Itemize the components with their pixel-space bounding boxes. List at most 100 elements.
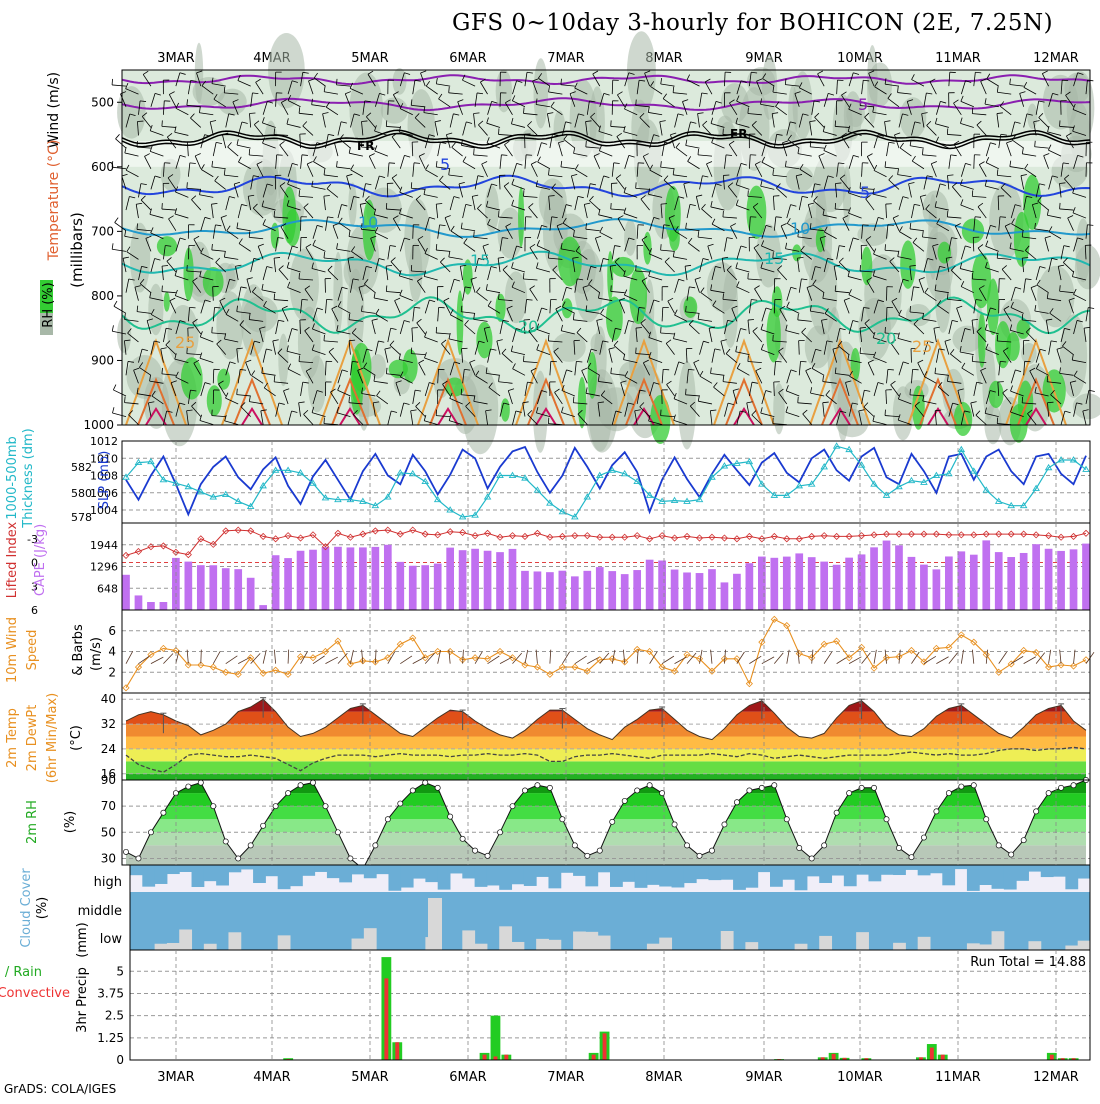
wind-barb — [201, 650, 202, 664]
wind-barb-flag — [586, 141, 587, 147]
cloud-high-bar — [487, 865, 500, 885]
wind-barb-flag — [112, 325, 113, 331]
cloud-low-bar — [598, 936, 611, 950]
cape-bar — [1032, 544, 1040, 610]
rh-band — [122, 806, 1090, 819]
precip-total-bar — [491, 1016, 501, 1060]
precip-convective-bar — [832, 1054, 836, 1060]
wind-barb-flag — [499, 293, 500, 299]
rh-contour-blob — [348, 183, 356, 227]
cloud-low-bar — [992, 931, 1005, 950]
precip-convective-bar — [493, 1056, 497, 1060]
cloud-high-bar — [758, 865, 771, 872]
wind-barb — [325, 657, 337, 664]
cape-bar — [446, 548, 454, 610]
cloud-high-bar — [745, 865, 758, 888]
cloud-high-bar — [672, 865, 685, 887]
rh-marker — [959, 784, 964, 789]
rh-band — [122, 832, 1090, 845]
cape-bar — [160, 602, 168, 610]
cape-bar — [770, 558, 778, 610]
temperature-band — [122, 737, 1090, 749]
rh-moist-blob — [217, 369, 230, 390]
cape-bar — [758, 557, 766, 610]
rh-marker — [398, 801, 403, 806]
precip-convective-bar — [941, 1055, 945, 1060]
wind-barb — [463, 650, 464, 664]
rh-marker — [697, 853, 702, 858]
slp-tick-label: 1012 — [90, 435, 118, 448]
cloud-low-bar — [179, 930, 192, 950]
cape-tick-label: 1944 — [90, 539, 118, 552]
wind-barb-flag — [835, 183, 841, 184]
cloud-low-bar — [745, 942, 758, 950]
wind-barb-flag — [972, 108, 973, 114]
cloud-high-bar — [216, 865, 229, 885]
rh-marker — [684, 843, 689, 848]
cape-bar — [222, 568, 230, 610]
date-label-bottom: 6MAR — [449, 1070, 486, 1085]
rh-marker — [186, 784, 191, 789]
contour-label: FR — [357, 139, 374, 153]
wind-barb — [849, 657, 861, 664]
cloud-high-bar — [241, 865, 254, 869]
rh-marker — [896, 845, 901, 850]
cape-bar — [933, 569, 941, 610]
cape-bar — [421, 565, 429, 610]
temperature-band — [122, 749, 1090, 761]
rh-marker — [460, 836, 465, 841]
rh-marker — [211, 804, 216, 809]
rh-marker — [1071, 783, 1076, 788]
li-tick-label: 6 — [31, 604, 38, 617]
cloud-high-bar — [499, 865, 512, 890]
precip-tick-label: 5 — [116, 964, 124, 978]
wind-barb-flag — [112, 79, 113, 85]
cloud-high-bar — [192, 865, 205, 887]
wind-barb — [151, 657, 163, 664]
rh-contour-blob — [534, 58, 549, 128]
cape-bar — [384, 545, 392, 610]
cloud-high-bar — [462, 865, 475, 878]
wind-barb-flag — [224, 87, 225, 93]
wind-barb — [288, 650, 289, 664]
rh-contour-blob — [1027, 103, 1037, 129]
cape-bar — [509, 549, 517, 610]
li-axis-label: Lifted Index — [5, 521, 20, 598]
wind-barb — [974, 155, 975, 169]
precip-convective-bar — [395, 1042, 399, 1060]
temperature-axis-label: Temperature (°C) — [46, 140, 62, 262]
rh-moist-blob — [954, 402, 973, 436]
cloud-low-bar — [721, 931, 734, 950]
wind-barb — [126, 651, 133, 663]
wind-barb-flag — [215, 307, 221, 308]
cloud-high-bar — [512, 865, 525, 884]
rh-marker — [946, 790, 951, 795]
cape-bar — [982, 540, 990, 610]
temperature-fill — [122, 693, 1090, 780]
wind-barb-flag — [349, 397, 350, 403]
rh-band — [122, 780, 1090, 793]
cloud-high-bar — [142, 865, 155, 887]
cloud-low-bar — [795, 944, 808, 950]
rh-contour-blob — [762, 55, 777, 120]
cape-bar — [234, 569, 242, 610]
cape-bar — [272, 555, 280, 610]
cape-bar — [845, 558, 853, 610]
cloud-high-bar — [413, 865, 426, 879]
rh-marker — [472, 848, 477, 853]
y-tick-label: 500 — [91, 95, 114, 109]
cloud-low-bar — [1078, 941, 1091, 950]
cloud-high-bar — [376, 865, 389, 874]
cape-bar — [284, 558, 292, 610]
wind-speed-line — [126, 619, 1086, 688]
date-label-bottom: 8MAR — [645, 1070, 682, 1085]
cloud-high-bar — [204, 865, 217, 881]
wind-barb — [774, 299, 775, 313]
cape-bar — [1020, 553, 1028, 610]
cape-bar — [459, 550, 467, 610]
cape-bar — [920, 565, 928, 610]
